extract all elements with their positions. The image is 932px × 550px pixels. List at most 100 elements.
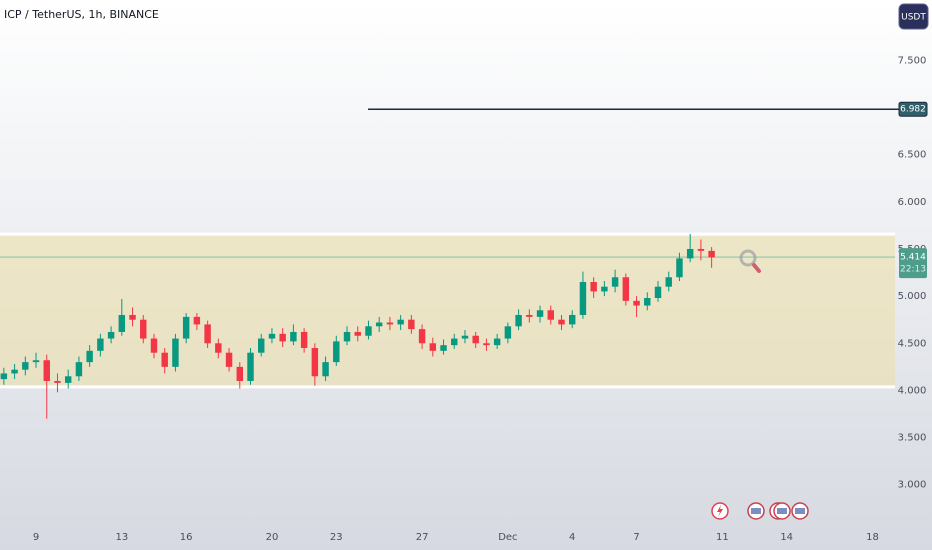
candle-body xyxy=(258,338,265,353)
chart-title: ICP / TetherUS, 1h, BINANCE xyxy=(4,8,159,21)
y-tick-label: 4.500 xyxy=(898,338,927,349)
currency-label[interactable]: USDT xyxy=(901,13,926,23)
candle-body xyxy=(429,343,437,351)
countdown-label: 22:13 xyxy=(900,265,926,275)
candle-body xyxy=(633,300,640,306)
candle-body xyxy=(268,333,276,339)
candle-body xyxy=(461,335,469,339)
candle-body xyxy=(375,322,383,327)
candle-body xyxy=(247,352,254,381)
candle-body xyxy=(418,329,426,344)
level-tag xyxy=(898,101,928,117)
plot-area xyxy=(0,108,899,419)
candle-body xyxy=(568,314,576,325)
y-tick-label: 7.500 xyxy=(898,55,927,66)
x-tick-label: 20 xyxy=(266,532,279,543)
candle-body xyxy=(150,338,158,353)
candle-body xyxy=(493,338,501,346)
candle-body xyxy=(290,331,297,342)
x-tick-label: 14 xyxy=(780,532,793,543)
x-tick-label: 16 xyxy=(180,532,193,543)
candle-body xyxy=(86,350,93,363)
candle-body xyxy=(547,310,554,320)
event-icons xyxy=(711,502,809,520)
last-price-tag xyxy=(899,248,927,279)
last-price-label: 5.414 xyxy=(900,253,926,263)
candle-body xyxy=(472,335,479,344)
candle-body xyxy=(676,258,683,278)
candle-body xyxy=(526,314,533,317)
magnifier-icon xyxy=(739,249,761,273)
range-box xyxy=(0,234,895,387)
candle-body xyxy=(365,326,372,336)
candle-body xyxy=(300,331,308,348)
candle-body xyxy=(172,338,179,367)
y-tick-label: 3.500 xyxy=(898,433,927,444)
candle-body xyxy=(343,331,351,342)
candle-body xyxy=(129,314,136,320)
candle-body xyxy=(558,319,565,325)
candle-body xyxy=(75,362,83,377)
candle-body xyxy=(451,338,458,346)
candle-body xyxy=(311,347,319,377)
candle-body xyxy=(118,314,126,332)
x-tick-label: 4 xyxy=(569,532,575,543)
candle-body xyxy=(654,286,662,299)
candle-body xyxy=(697,248,705,251)
candle-body xyxy=(408,319,415,330)
candle-body xyxy=(182,316,190,339)
level-label: 6.982 xyxy=(900,105,926,115)
candle-body xyxy=(11,369,18,374)
candle-body xyxy=(64,376,72,383)
candle-body xyxy=(107,331,115,339)
candle-body xyxy=(204,324,211,344)
candle-body xyxy=(32,360,40,363)
candle-body xyxy=(579,281,587,315)
candle-body xyxy=(515,314,522,327)
candle-body xyxy=(440,345,447,351)
x-tick-label: 9 xyxy=(33,532,39,543)
x-tick-label: 11 xyxy=(716,532,729,543)
y-tick-label: 6.500 xyxy=(898,150,927,161)
candle-body xyxy=(97,338,104,351)
x-tick-label: Dec xyxy=(498,532,517,543)
y-tick-label: 4.000 xyxy=(898,385,927,396)
candle-body xyxy=(236,366,243,381)
y-tick-label: 6.000 xyxy=(898,197,927,208)
candle-body xyxy=(386,322,394,325)
candle-body xyxy=(322,362,329,377)
y-tick-label: 5.000 xyxy=(898,291,927,302)
currency-button[interactable] xyxy=(898,3,929,30)
candle-body xyxy=(140,319,147,339)
candle-body xyxy=(622,277,630,301)
candle-body xyxy=(483,343,490,346)
candle-body xyxy=(215,343,222,353)
candle-body xyxy=(193,316,201,325)
candle-body xyxy=(611,277,619,287)
candle-body xyxy=(279,333,286,342)
candle-body xyxy=(644,298,651,306)
candle-body xyxy=(54,380,61,383)
candle-body xyxy=(22,362,29,370)
candle-body xyxy=(354,331,361,336)
candle-body xyxy=(686,248,694,259)
candle-body xyxy=(601,286,608,292)
candle-body xyxy=(397,319,404,325)
y-tick-label: 3.000 xyxy=(898,480,927,491)
candle-body xyxy=(0,373,8,380)
x-tick-label: 7 xyxy=(633,532,639,543)
x-tick-label: 13 xyxy=(115,532,128,543)
candle-body xyxy=(504,326,512,339)
candle-body xyxy=(225,352,233,367)
x-tick-label: 18 xyxy=(866,532,879,543)
candle-body xyxy=(665,277,672,287)
candle-body xyxy=(708,250,715,258)
x-tick-label: 23 xyxy=(330,532,343,543)
candle-body xyxy=(536,310,544,317)
candle-body xyxy=(161,352,168,367)
x-tick-label: 27 xyxy=(416,532,429,543)
candle-body xyxy=(333,341,340,363)
candle-body xyxy=(43,360,50,381)
candle-body xyxy=(590,281,597,292)
